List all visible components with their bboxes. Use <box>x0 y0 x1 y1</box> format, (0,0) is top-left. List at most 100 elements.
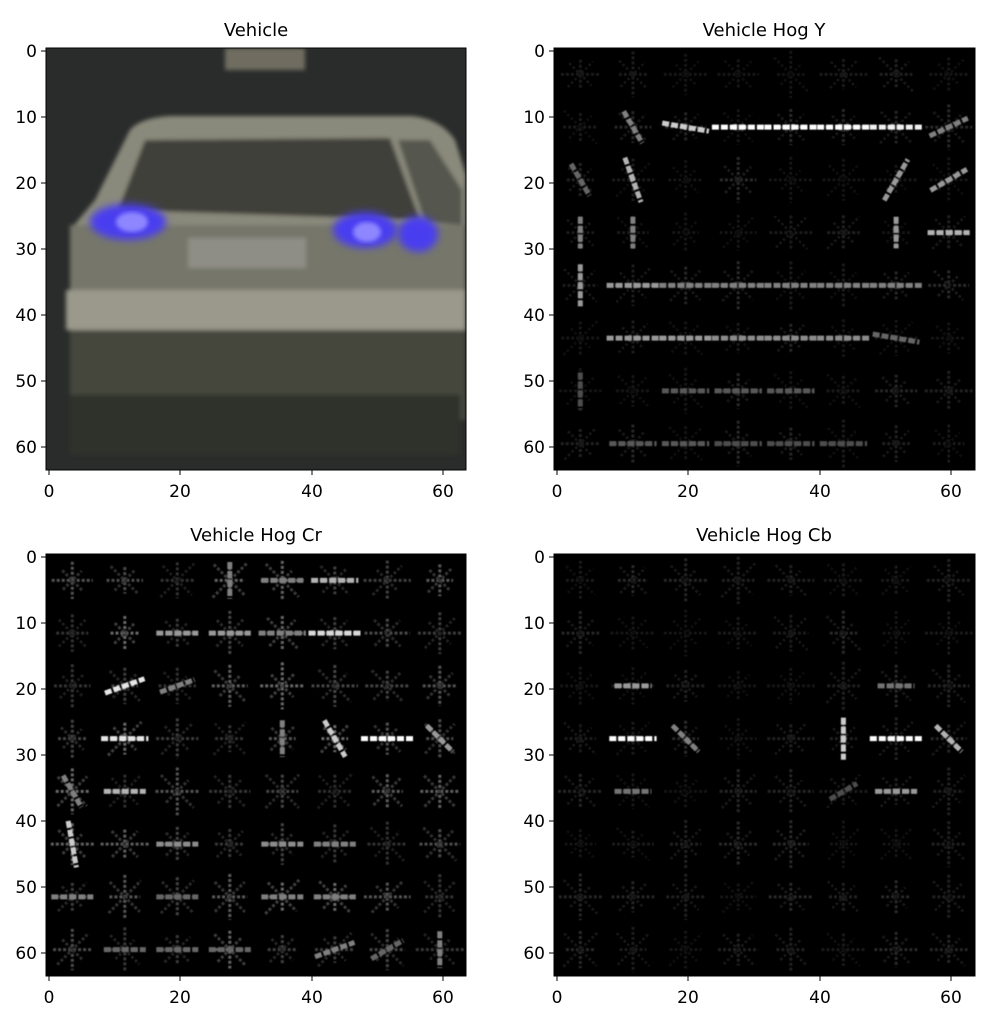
hog-cell-stroke <box>931 668 967 704</box>
hog-cell-stroke <box>618 671 648 701</box>
hog-cell-stroke <box>57 618 87 648</box>
hog-cell-stroke <box>936 431 961 456</box>
hog-cell-stroke <box>877 56 915 93</box>
panel-vehicle: Vehicle <box>15 20 467 502</box>
hog-cell-stroke <box>615 161 651 198</box>
axes: 0 10 20 30 40 50 60 0 20 40 <box>15 42 453 502</box>
hog-cell-stroke <box>264 562 300 598</box>
hog-cell-stroke <box>57 618 87 648</box>
hog-cell-stroke <box>936 273 961 298</box>
hog-cell-stroke <box>723 59 753 90</box>
panel-title: Vehicle <box>224 20 288 41</box>
hog-cell-stroke <box>723 724 753 754</box>
hog-cell-stroke <box>779 674 803 698</box>
hog-cell-stroke <box>617 111 649 143</box>
hog-cell-stroke <box>615 721 651 757</box>
hog-cell-stroke <box>667 373 704 409</box>
y-ticks: 0 10 20 30 40 50 60 <box>523 548 554 964</box>
hog-cell-stroke <box>566 566 595 595</box>
hog-cell-stroke <box>264 878 301 915</box>
hog-cell-stroke <box>721 268 756 303</box>
hog-cell-stroke <box>776 671 805 701</box>
hog-cell-stroke <box>825 667 862 704</box>
hog-cell-stroke <box>423 775 457 808</box>
hog-cell-stroke <box>671 882 700 911</box>
hog-cell-stroke <box>931 773 967 809</box>
hog-dominant-stroke <box>104 676 146 696</box>
hog-cell-stroke <box>722 111 754 143</box>
y-tick-label: 50 <box>523 878 545 898</box>
hog-dominant-stroke <box>933 723 964 754</box>
hog-cell-stroke <box>774 616 807 650</box>
y-tick-label: 0 <box>26 548 37 568</box>
y-tick-label: 20 <box>523 174 545 194</box>
hog-cell-stroke <box>320 619 349 647</box>
x-tick-label: 20 <box>677 482 699 502</box>
panel-hog-cr: Vehicle Hog Cr 0 10 20 30 40 50 60 <box>15 525 467 1008</box>
axes-frame <box>45 553 467 977</box>
hog-cell-stroke <box>271 569 293 591</box>
panel-hog-y: Vehicle Hog Y 0 10 20 30 40 50 60 <box>523 20 976 502</box>
y-tick-label: 30 <box>523 746 545 766</box>
hog-dominant-stroke <box>425 723 455 754</box>
hog-cell-stroke <box>726 621 750 645</box>
hog-dominant-stroke <box>370 938 405 961</box>
hog-cell-stroke <box>563 774 597 808</box>
hog-cell-stroke <box>934 217 964 248</box>
hog-cell-stroke <box>776 882 805 911</box>
hog-cell-stroke <box>885 886 907 908</box>
hog-cell-stroke <box>372 776 403 807</box>
hog-cell-stroke <box>213 880 246 913</box>
x-tick-label: 0 <box>44 988 55 1008</box>
x-tick-label: 0 <box>44 482 55 502</box>
y-tick-label: 30 <box>523 240 545 260</box>
hog-cell-stroke <box>672 883 699 911</box>
hog-cell-stroke <box>779 326 803 350</box>
hog-cell-stroke <box>830 325 857 352</box>
car-side-window <box>398 140 462 225</box>
hog-cell-stroke <box>881 323 911 353</box>
x-ticks: 0 20 40 60 <box>44 470 454 502</box>
hog-cell-stroke <box>61 569 83 591</box>
hog-cell-stroke <box>831 937 856 962</box>
hog-cell-stroke <box>569 833 591 855</box>
car-bumper <box>66 290 466 330</box>
hog-cell-stroke <box>772 372 809 409</box>
license-plate <box>188 238 306 268</box>
car-shadow <box>70 395 460 455</box>
hog-cell-stroke <box>724 619 753 648</box>
hog-cell-stroke <box>722 564 754 596</box>
hog-cell-stroke <box>617 59 648 90</box>
hog-cell-stroke <box>425 829 455 859</box>
hog-cell-stroke <box>828 565 859 596</box>
car-rear-window <box>118 138 420 220</box>
hog-cell-stroke <box>617 881 648 912</box>
hog-cell-stroke <box>931 932 967 968</box>
y-tick-label: 40 <box>15 306 37 326</box>
x-tick-label: 0 <box>552 988 563 1008</box>
hog-cell-stroke <box>320 829 350 859</box>
y-tick-label: 0 <box>26 42 37 62</box>
x-tick-label: 60 <box>432 482 454 502</box>
y-tick-label: 20 <box>15 174 37 194</box>
hog-cell-stroke <box>932 564 965 597</box>
hog-cell-stroke <box>775 269 807 301</box>
hog-cell-stroke <box>724 324 752 352</box>
hog-cell-stroke <box>774 933 808 967</box>
x-tick-label: 20 <box>677 988 699 1008</box>
hog-cell-stroke <box>885 169 907 191</box>
y-tick-label: 50 <box>523 372 545 392</box>
hog-dominant-stroke <box>622 156 644 203</box>
hog-cell-stroke <box>882 936 910 963</box>
hog-cell-stroke <box>56 933 89 966</box>
hog-cell-stroke <box>425 671 454 700</box>
panel-title: Vehicle Hog Cb <box>696 525 832 546</box>
axes-frame <box>553 47 976 471</box>
hog-cell-stroke <box>319 723 350 754</box>
hog-cell-stroke <box>881 619 911 648</box>
hog-cell-stroke <box>829 60 858 89</box>
hog-cell-stroke <box>668 268 703 302</box>
hog-background <box>554 554 975 976</box>
hog-cell-stroke <box>567 62 593 87</box>
